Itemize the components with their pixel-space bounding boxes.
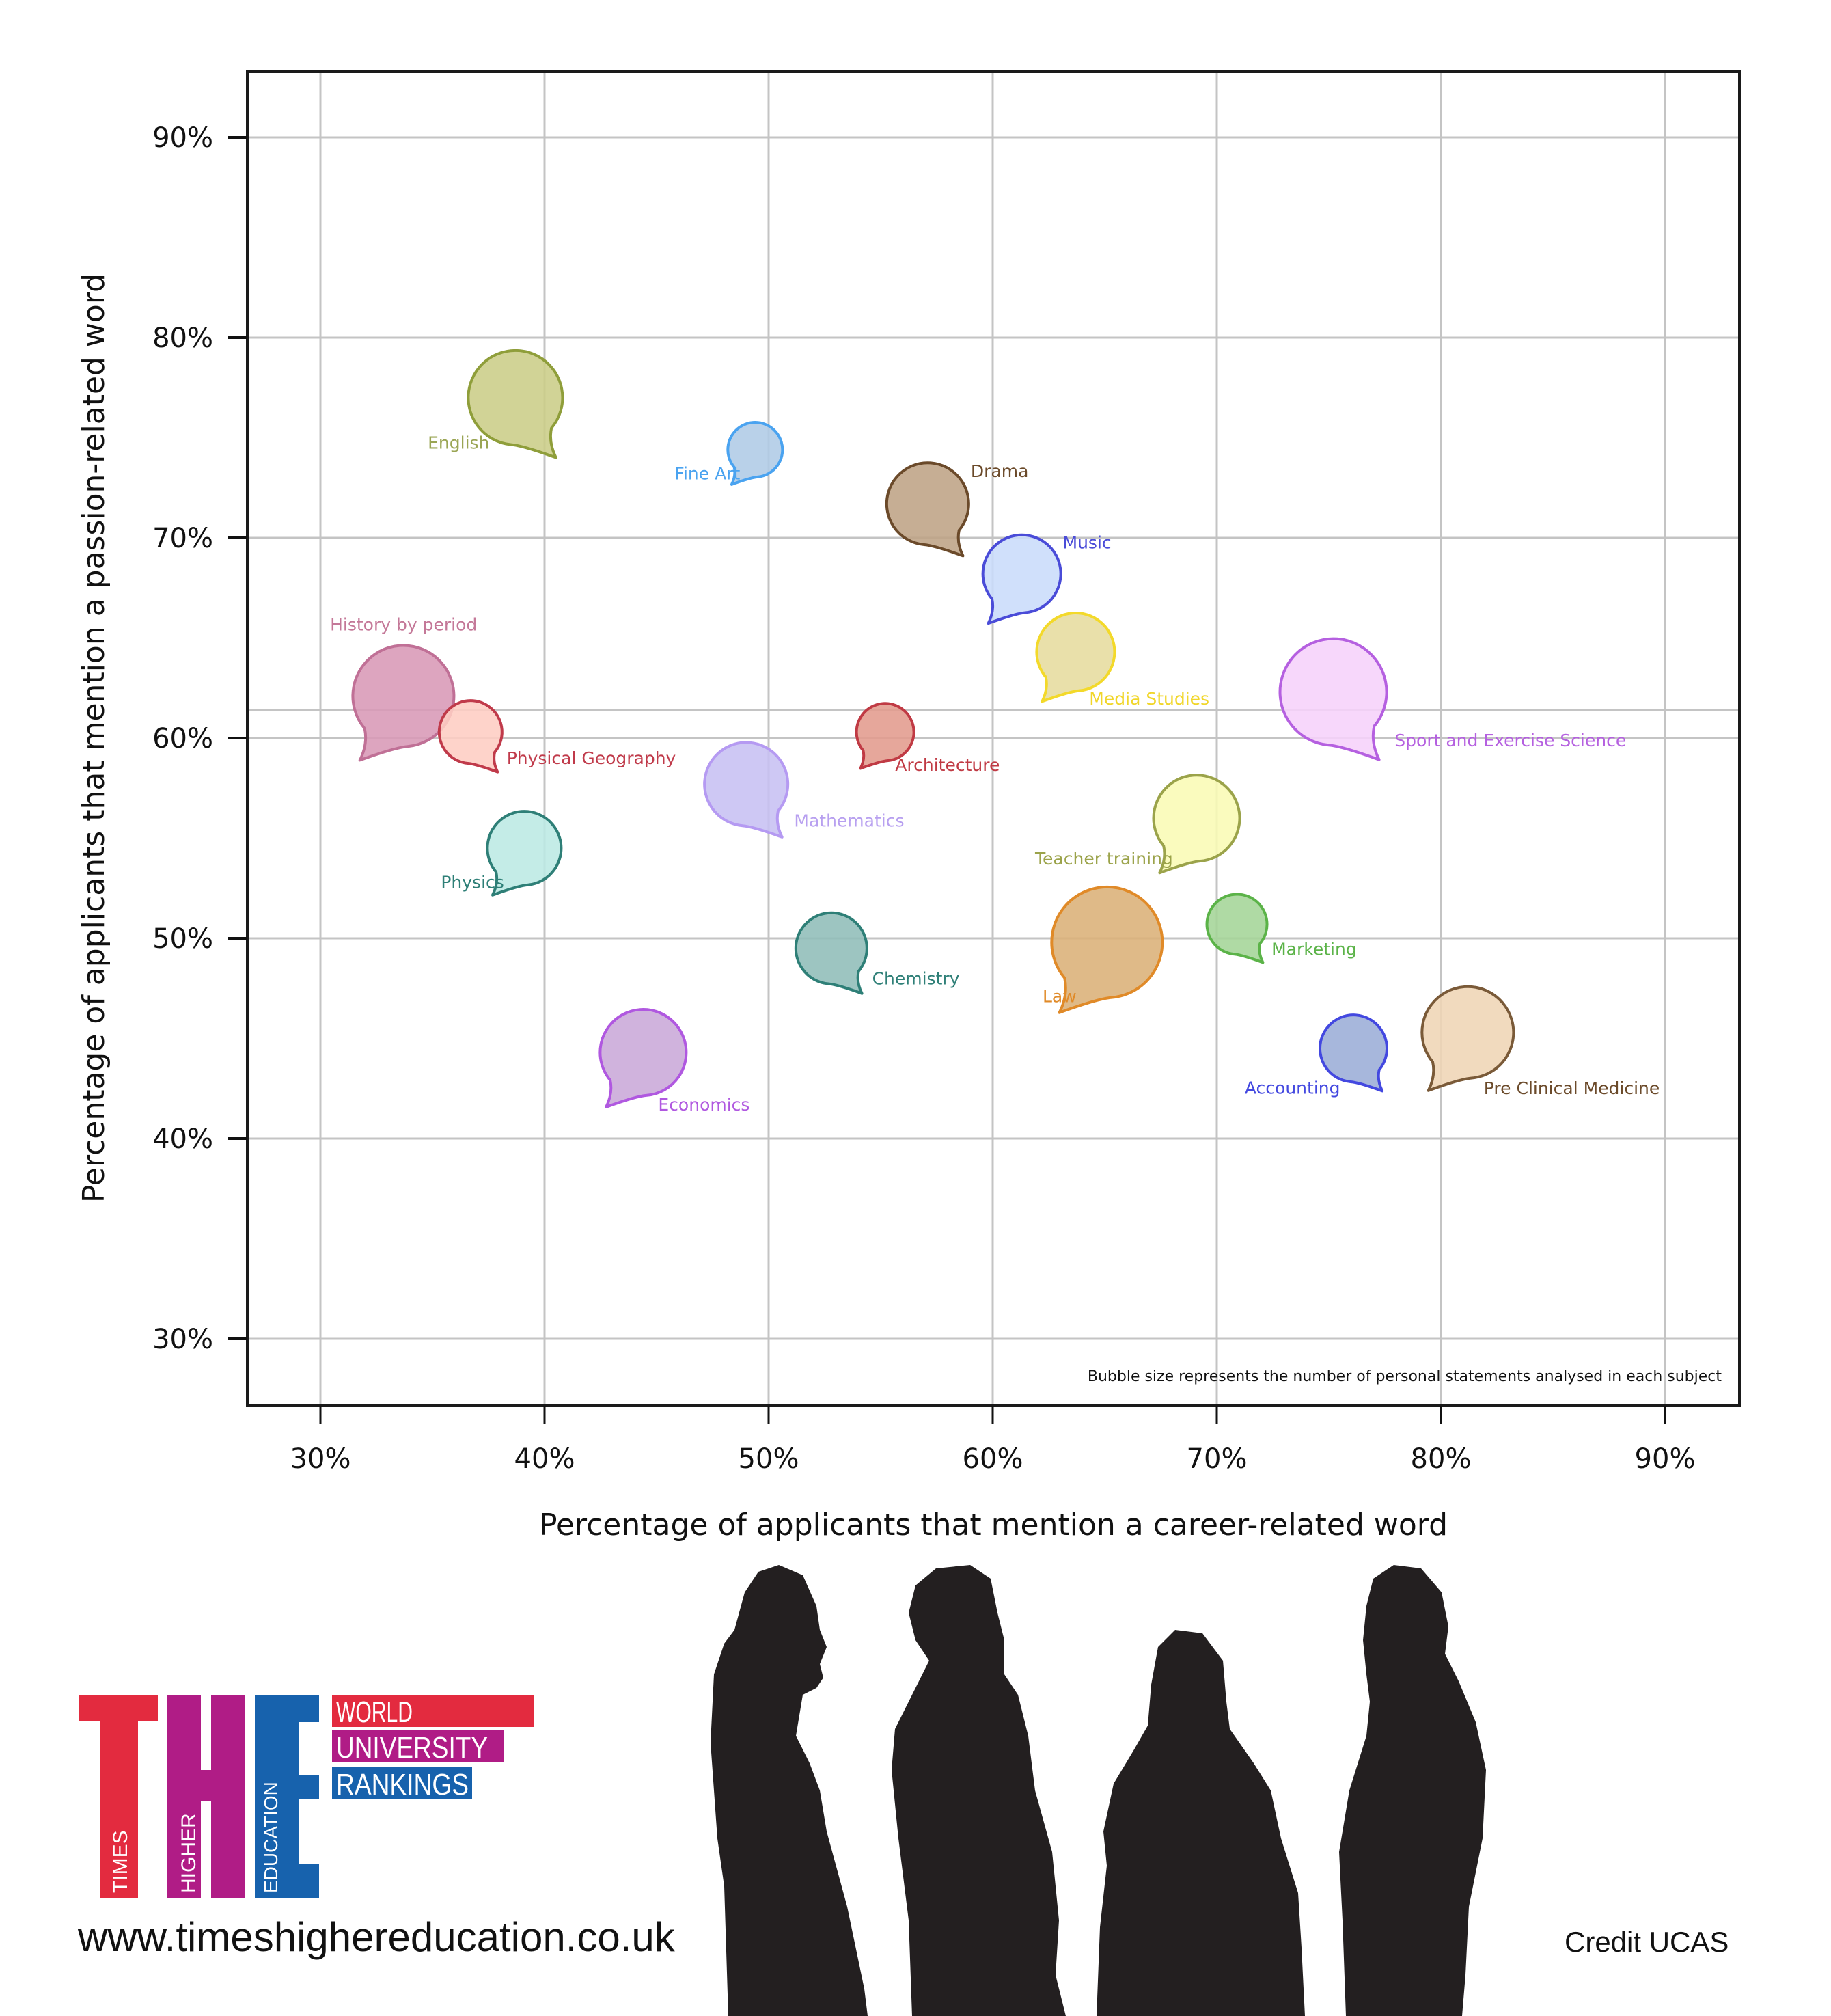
website-url[interactable]: www.timeshighereducation.co.uk <box>78 1914 675 1960</box>
logo-word-times: TIMES <box>109 1830 132 1893</box>
x-tick-label: 50% <box>739 1443 799 1475</box>
the-logo: TIMES HIGHER EDUCATION WORLD UNIVERSITY … <box>79 1695 534 1898</box>
bubble-point: Accounting <box>1245 1013 1388 1098</box>
speech-bubble <box>467 349 564 459</box>
speech-bubble <box>1205 893 1269 964</box>
banner-university: UNIVERSITY <box>336 1731 488 1765</box>
speech-bubble <box>351 644 456 762</box>
x-tick-label: 60% <box>963 1443 1023 1475</box>
y-tick-label: 50% <box>152 923 213 955</box>
bubble-point: Drama <box>885 461 1029 558</box>
bubble-point: Sport and Exercise Science <box>1278 637 1626 761</box>
bubble-label: Media Studies <box>1089 689 1209 709</box>
credit-text: Credit UCAS <box>1565 1926 1729 1958</box>
bubble-label: Economics <box>658 1095 749 1115</box>
y-tick-label: 60% <box>152 723 213 754</box>
speech-bubble <box>1050 885 1164 1014</box>
y-tick-label: 40% <box>152 1123 213 1155</box>
speech-bubble <box>726 421 784 486</box>
speech-bubble <box>1278 637 1388 761</box>
bubble-label: Physical Geography <box>507 748 676 768</box>
logo-letter-e: EDUCATION <box>255 1695 319 1898</box>
bubble-label: Fine Art <box>674 463 740 483</box>
bubble-point: Media Studies <box>1035 612 1209 709</box>
bubble-label: Architecture <box>895 755 1000 775</box>
bubble-size-note: Bubble size represents the number of per… <box>1088 1368 1722 1385</box>
y-axis-title: Percentage of applicants that mention a … <box>77 273 111 1203</box>
bubble-point: Marketing <box>1205 893 1357 964</box>
x-tick-label: 70% <box>1187 1443 1248 1475</box>
bubble-label: Sport and Exercise Science <box>1394 731 1626 750</box>
y-tick-label: 90% <box>152 122 213 154</box>
bubble-label: Accounting <box>1245 1078 1340 1098</box>
logo-banner: WORLD UNIVERSITY RANKINGS <box>332 1695 534 1801</box>
bubble-point: Music <box>981 533 1112 625</box>
bubble-point: Pre Clinical Medicine <box>1420 985 1660 1098</box>
logo-letter-t: TIMES <box>79 1695 158 1898</box>
people-silhouettes <box>711 1565 1486 2016</box>
x-axis-title: Percentage of applicants that mention a … <box>539 1508 1448 1542</box>
x-tick-label: 40% <box>514 1443 575 1475</box>
speech-bubble <box>981 533 1062 625</box>
bubble-point: Economics <box>598 1008 749 1115</box>
speech-bubble <box>437 699 504 774</box>
bubble-point: Teacher training <box>1034 774 1241 875</box>
y-tick-label: 80% <box>152 323 213 354</box>
bubble-point: Mathematics <box>703 741 905 839</box>
bubble-label: Pre Clinical Medicine <box>1484 1078 1660 1098</box>
x-tick-label: 80% <box>1411 1443 1472 1475</box>
bubble-label: Drama <box>971 461 1029 481</box>
bubble-point: Architecture <box>855 702 1000 775</box>
bubble-label: Marketing <box>1271 939 1357 959</box>
speech-bubble <box>885 461 970 558</box>
bubble-label: Teacher training <box>1034 849 1173 869</box>
speech-bubble <box>794 911 868 995</box>
speech-bubble <box>486 810 563 897</box>
bubbles: English Fine Art Drama Music Media Studies Sp… <box>330 349 1660 1115</box>
y-tick-label: 70% <box>152 523 213 554</box>
silhouette-man-thinking <box>892 1565 1066 2016</box>
speech-bubble <box>1420 985 1515 1092</box>
speech-bubble <box>1319 1013 1388 1093</box>
speech-bubble <box>855 702 916 770</box>
speech-bubble <box>1035 612 1116 703</box>
speech-bubble <box>598 1008 688 1108</box>
bubble-label: Music <box>1063 533 1112 553</box>
bubble-point: Fine Art <box>674 421 784 486</box>
silhouette-woman-left <box>711 1565 868 2016</box>
bubble-label: Physics <box>441 873 504 893</box>
logo-letter-h: HIGHER <box>167 1695 245 1898</box>
bubble-point: Chemistry <box>794 911 960 995</box>
banner-world: WORLD <box>336 1695 413 1729</box>
logo-word-higher: HIGHER <box>178 1813 200 1893</box>
silhouette-man-laughing <box>1339 1565 1486 2016</box>
banner-rankings: RANKINGS <box>336 1768 469 1801</box>
bubble-chart: English Fine Art Drama Music Media Studies Sp… <box>77 70 1741 1542</box>
bubble-point: Physics <box>441 810 563 897</box>
silhouette-woman-center <box>1097 1630 1305 2016</box>
bubble-point: English <box>428 349 564 459</box>
bubble-label: Chemistry <box>872 969 960 989</box>
x-tick-label: 90% <box>1635 1443 1696 1475</box>
axis-ticks: 30% 40% 50% 60% 70% 80% 90% 30% 40% 50% 60% 70% 80% 9… <box>152 122 1695 1475</box>
bubble-label: English <box>428 433 489 452</box>
x-tick-label: 30% <box>290 1443 351 1475</box>
bubble-label: History by period <box>330 614 477 634</box>
bubble-point: History by period <box>330 614 477 762</box>
speech-bubble <box>703 741 790 839</box>
bubble-label: Mathematics <box>794 811 904 831</box>
y-tick-label: 30% <box>152 1324 213 1355</box>
speech-bubble <box>1152 774 1241 875</box>
bubble-point: Physical Geography <box>437 699 676 774</box>
logo-word-education: EDUCATION <box>260 1782 281 1893</box>
bubble-label: Law <box>1043 986 1077 1006</box>
bubble-point: Law <box>1043 885 1164 1014</box>
